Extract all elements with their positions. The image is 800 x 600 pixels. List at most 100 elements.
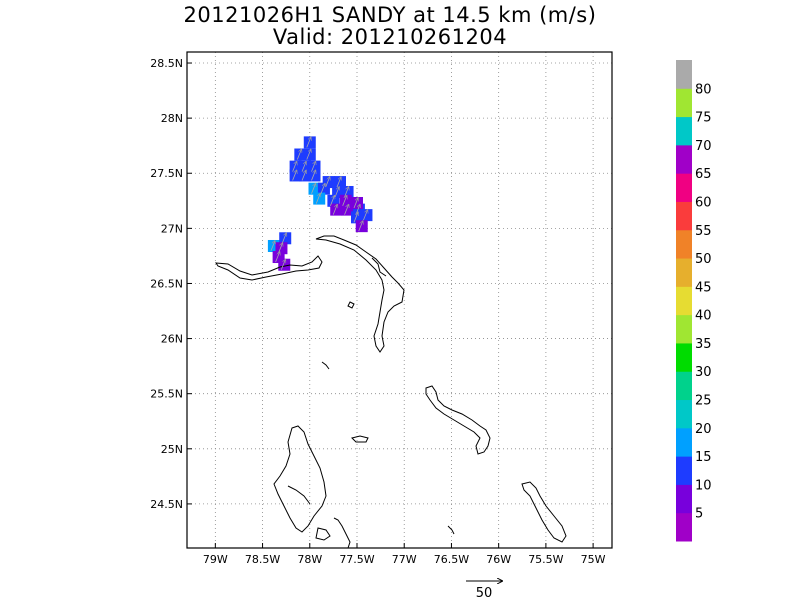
colorbar-label: 10 [695, 478, 712, 493]
y-tick-label: 25.5N [150, 388, 183, 401]
small-cay [447, 525, 455, 535]
wind-cell [278, 258, 291, 271]
wind-cell [289, 169, 302, 182]
wind-vector [332, 205, 337, 215]
y-tick-label: 25N [161, 443, 183, 456]
wind-vector [292, 162, 297, 172]
wind-cell [308, 182, 321, 195]
map-frame [186, 51, 613, 549]
x-tick-label: 75.5W [528, 553, 563, 566]
wind-vector [296, 150, 301, 160]
wind-vector [311, 162, 316, 172]
wind-vector [342, 196, 347, 206]
coastlines [215, 235, 567, 548]
y-tick-label: 26N [161, 333, 183, 346]
y-tick-label: 26.5N [150, 277, 183, 290]
wind-cell [294, 148, 307, 161]
x-tick-label: 78W [297, 553, 322, 566]
wind-vector [315, 194, 320, 204]
x-tick-label: 79W [203, 553, 228, 566]
colorbar-swatch [676, 201, 692, 231]
wind-cell [341, 203, 354, 216]
wind-vector [311, 184, 316, 194]
colorbar: 5 10 15 20 25 30 35 40 45 50 55 60 65 70 75 80 [676, 60, 712, 542]
colorbar-swatch [676, 60, 692, 89]
x-tick-label: 75W [581, 553, 606, 566]
colorbar-label: 55 [695, 224, 712, 239]
wind-cell [360, 209, 373, 222]
berry-islands-coast [321, 361, 330, 370]
colorbar-label: 30 [695, 365, 712, 380]
colorbar-swatch [676, 173, 692, 202]
wind-vector [301, 170, 306, 181]
grand-bahama-coast [215, 255, 323, 281]
colorbar-swatch [676, 427, 692, 457]
x-tick-label: 76W [486, 553, 511, 566]
wind-vector [330, 196, 334, 206]
exuma-coast [333, 517, 351, 548]
colorbar-label: 70 [695, 139, 712, 154]
colorbar-label: 40 [695, 309, 712, 324]
colorbar-label: 20 [695, 422, 712, 437]
wind-vector [353, 212, 358, 223]
wind-cell [303, 136, 316, 149]
colorbar-swatch [676, 314, 692, 344]
wind-cell [299, 169, 312, 182]
x-tick-label: 76.5W [434, 553, 469, 566]
andros-coast [273, 425, 327, 533]
wind-vector [270, 241, 275, 252]
axis-ticks: 79W 78.5W 78W 77.5W 77W 76.5W 76W 75.5W 75W 28.5N… [150, 57, 605, 566]
wind-vector [275, 252, 280, 263]
y-tick-label: 27N [161, 222, 183, 235]
wind-cell [313, 192, 326, 205]
y-tick-label: 28N [161, 112, 183, 125]
wind-vector [344, 205, 349, 215]
x-tick-label: 77.5W [339, 553, 374, 566]
abaco-cay [347, 301, 355, 309]
colorbar-label: 25 [695, 394, 712, 409]
colorbar-label: 5 [695, 507, 703, 522]
wind-cell [330, 203, 343, 216]
reference-vector-label: 50 [476, 586, 493, 600]
wind-cell [308, 169, 321, 182]
colorbar-label: 65 [695, 167, 712, 182]
wind-vector [358, 221, 363, 232]
colorbar-label: 50 [695, 252, 712, 267]
colorbar-swatch [676, 88, 692, 118]
wind-vector [363, 210, 367, 221]
colorbar-swatch [676, 229, 692, 259]
colorbar-swatch [676, 512, 692, 542]
wind-speed-cells [267, 136, 373, 271]
wind-cell [355, 220, 368, 233]
colorbar-label: 60 [695, 195, 712, 210]
wind-cell [351, 197, 363, 210]
colorbar-swatch [676, 371, 692, 401]
colorbar-label: 15 [695, 450, 712, 465]
wind-vector [292, 170, 297, 181]
abaco-coast [315, 235, 405, 353]
wind-cell [334, 176, 346, 189]
y-tick-label: 27.5N [150, 167, 183, 180]
x-tick-label: 77W [392, 553, 417, 566]
y-tick-label: 24.5N [150, 498, 183, 511]
cat-island-coast [521, 481, 567, 543]
eleuthera-coast [425, 385, 491, 455]
colorbar-label: 75 [695, 111, 712, 126]
colorbar-swatch [676, 286, 692, 316]
wind-cell [317, 182, 330, 195]
plot-title: 20121026H1 SANDY at 14.5 km (m/s) [183, 3, 597, 27]
wind-vectors [270, 137, 368, 270]
wind-vector [311, 170, 316, 181]
abaco-reef [371, 257, 387, 277]
colorbar-swatch [676, 484, 692, 514]
reference-vector: 50 [466, 581, 502, 600]
wind-cell [279, 232, 292, 245]
wind-vector [334, 187, 339, 198]
x-tick-label: 78.5W [245, 553, 280, 566]
wind-vector [320, 184, 325, 194]
colorbar-label: 80 [695, 82, 712, 97]
map-grid [187, 52, 612, 548]
colorbar-swatch [676, 342, 692, 372]
y-tick-label: 28.5N [150, 57, 183, 70]
wind-vector [301, 162, 306, 172]
